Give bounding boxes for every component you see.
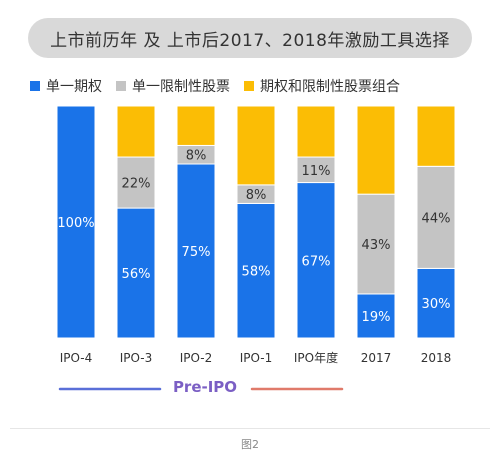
legend-item-single-option: 单一期权 — [30, 76, 102, 96]
legend-swatch-gray — [116, 81, 126, 91]
data-label-IPO-3-series-0: 56% — [122, 267, 151, 282]
data-label-IPO年度-series-1: 11% — [302, 164, 331, 179]
data-label-2018-series-0: 30% — [422, 297, 451, 312]
data-label-IPO-1-series-0: 58% — [242, 265, 271, 280]
bar-segment-IPO-1-series-0 — [236, 202, 276, 339]
x-tick-label-IPO-3: IPO-3 — [120, 351, 153, 365]
bar-segment-IPO年度-series-2 — [296, 105, 336, 158]
data-label-IPO-4-series-0: 100% — [57, 216, 94, 231]
bar-segment-2018-series-2 — [416, 105, 456, 167]
legend-item-restricted-stock: 单一限制性股票 — [116, 76, 230, 96]
bar-segment-IPO-1-series-2 — [236, 105, 276, 186]
bar-segment-IPO-4-series-0 — [56, 105, 96, 339]
data-label-IPO-2-series-1: 8% — [186, 149, 207, 164]
x-tick-label-IPO-4: IPO-4 — [60, 351, 93, 365]
x-tick-label-IPO-2: IPO-2 — [180, 351, 213, 365]
bar-segment-2017-series-1 — [356, 193, 396, 295]
bar-segment-IPO-3-series-0 — [116, 207, 156, 339]
data-label-IPO-3-series-1: 22% — [122, 177, 151, 192]
data-label-IPO-2-series-0: 75% — [182, 245, 211, 260]
legend-label-single-option: 单一期权 — [46, 79, 102, 95]
bar-segment-IPO-2-series-2 — [176, 105, 216, 146]
bar-segment-IPO-3-series-1 — [116, 156, 156, 209]
x-tick-label-IPO-1: IPO-1 — [240, 351, 273, 365]
legend: 单一期权 单一限制性股票 期权和限制性股票组合 — [30, 74, 480, 98]
bar-segment-IPO-3-series-2 — [116, 105, 156, 158]
figure-caption: 图2 — [241, 438, 259, 451]
bar-segment-IPO-2-series-0 — [176, 163, 216, 339]
bar-segment-2018-series-1 — [416, 165, 456, 269]
legend-swatch-yellow — [244, 81, 254, 91]
bar-segment-2018-series-0 — [416, 267, 456, 339]
footer-divider — [10, 428, 490, 429]
pre-ipo-label: Pre-IPO — [172, 378, 238, 396]
legend-swatch-blue — [30, 81, 40, 91]
x-tick-label-IPO年度: IPO年度 — [294, 350, 338, 365]
x-tick-label-2018: 2018 — [421, 351, 452, 365]
bar-segment-IPO年度-series-0 — [296, 182, 336, 339]
bar-segment-2017-series-0 — [356, 293, 396, 339]
bar-segment-2017-series-2 — [356, 105, 396, 195]
data-label-IPO年度-series-0: 67% — [302, 254, 331, 269]
bar-segment-IPO年度-series-1 — [296, 156, 336, 184]
data-label-2017-series-0: 19% — [362, 310, 391, 325]
chart-title: 上市前历年 及 上市后2017、2018年激励工具选择 — [28, 18, 472, 58]
legend-label-restricted-stock: 单一限制性股票 — [132, 79, 230, 95]
data-label-2017-series-1: 43% — [362, 238, 391, 253]
legend-item-combination: 期权和限制性股票组合 — [244, 76, 400, 96]
data-label-2018-series-1: 44% — [422, 211, 451, 226]
legend-label-combination: 期权和限制性股票组合 — [260, 79, 400, 95]
data-label-IPO-1-series-1: 8% — [246, 188, 267, 203]
x-tick-label-2017: 2017 — [361, 351, 392, 365]
